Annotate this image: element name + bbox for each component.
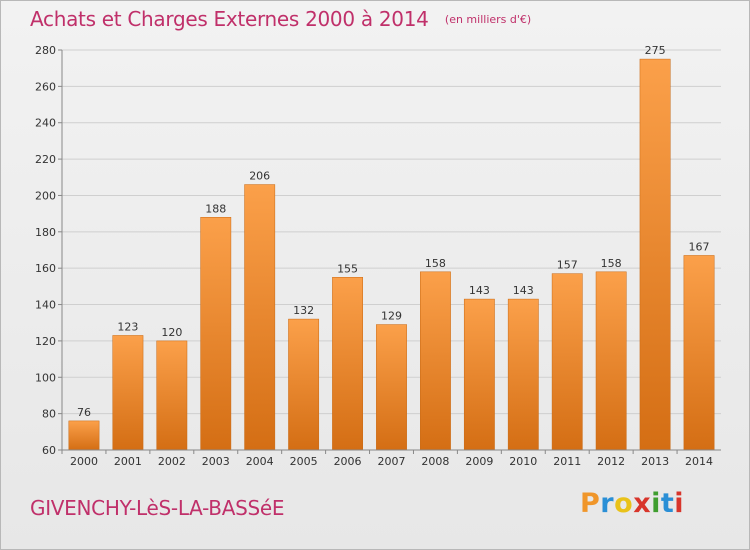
x-tick-label: 2004	[246, 455, 274, 468]
bar	[639, 58, 671, 451]
y-tick-label: 280	[35, 44, 56, 57]
logo-letter: P	[580, 488, 601, 519]
x-tick-label: 2007	[378, 455, 406, 468]
y-tick-label: 60	[42, 444, 56, 457]
bar-value-label: 143	[469, 284, 490, 297]
y-tick-label: 220	[35, 153, 56, 166]
x-tick-label: 2000	[70, 455, 98, 468]
y-tick-label: 120	[35, 335, 56, 348]
bar	[156, 340, 188, 451]
bar	[332, 277, 363, 451]
bar-value-label: 167	[689, 240, 710, 253]
bar	[683, 255, 715, 451]
x-tick-label: 2003	[202, 455, 230, 468]
logo-letter: x	[633, 488, 652, 519]
y-axis: 60 80 100 120 140 160 180 200 220 240 260 280	[35, 44, 63, 457]
bar-value-label: 158	[601, 257, 622, 270]
logo-letter: o	[614, 488, 634, 519]
bar-value-label: 157	[557, 259, 578, 272]
town-name: GIVENCHY-LèS-LA-BASSéE	[30, 496, 285, 520]
bar-value-label: 129	[381, 310, 402, 323]
x-tick-label: 2009	[465, 455, 493, 468]
x-tick-label: 2001	[114, 455, 142, 468]
bar-value-label: 76	[77, 406, 91, 419]
proxiti-logo: Proxiti	[580, 488, 684, 519]
bar	[376, 324, 407, 451]
logo-letter: i	[674, 488, 685, 519]
bar-value-label: 132	[293, 304, 314, 317]
bar	[112, 335, 144, 451]
bar	[200, 217, 232, 451]
bar-value-label: 206	[249, 170, 270, 183]
bar-value-label: 158	[425, 257, 446, 270]
chart-title: Achats et Charges Externes 2000 à 2014	[30, 7, 429, 31]
x-tick-label: 2014	[685, 455, 713, 468]
bar	[68, 420, 100, 451]
bar-value-label: 275	[645, 44, 666, 57]
bar	[463, 298, 495, 451]
logo-letter: t	[660, 488, 675, 519]
bar	[595, 271, 627, 451]
x-tick-label: 2013	[641, 455, 669, 468]
x-tick-label: 2011	[553, 455, 581, 468]
x-tick-label: 2005	[290, 455, 318, 468]
x-tick-label: 2006	[334, 455, 362, 468]
y-tick-label: 260	[35, 80, 56, 93]
bar-value-label: 123	[117, 320, 138, 333]
bars: 76 123 120 188 206 132 155 129 158 143 143 157 158 27…	[68, 44, 715, 451]
bar	[420, 271, 451, 451]
y-tick-label: 100	[35, 371, 56, 384]
y-tick-label: 180	[35, 226, 56, 239]
x-tick-label: 2010	[509, 455, 537, 468]
bar-value-label: 120	[161, 326, 182, 339]
bar-value-label: 188	[205, 202, 226, 215]
x-axis: 2000 2001 2002 2003 2004 2005 2006 2007 2008 2009…	[61, 449, 721, 468]
y-tick-label: 240	[35, 117, 56, 130]
bar	[288, 318, 320, 451]
y-tick-label: 80	[42, 408, 56, 421]
chart-title-block: Achats et Charges Externes 2000 à 2014 (…	[30, 7, 531, 31]
logo-letter: i	[651, 488, 661, 519]
bar-value-label: 155	[337, 262, 358, 275]
bar	[507, 298, 539, 451]
x-tick-label: 2002	[158, 455, 186, 468]
y-tick-label: 200	[35, 189, 56, 202]
chart-subtitle: (en milliers d'€)	[444, 13, 532, 26]
logo-letter: r	[600, 488, 615, 519]
y-tick-label: 160	[35, 262, 56, 275]
x-tick-label: 2008	[421, 455, 449, 468]
bar	[551, 273, 583, 451]
bar	[244, 184, 276, 451]
bar-value-label: 143	[513, 284, 534, 297]
x-tick-label: 2012	[597, 455, 625, 468]
y-tick-label: 140	[35, 299, 56, 312]
